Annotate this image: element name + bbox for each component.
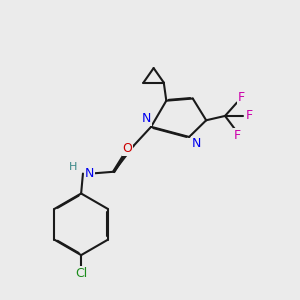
Text: F: F <box>246 109 253 122</box>
Text: F: F <box>238 91 245 103</box>
Text: Cl: Cl <box>75 268 87 281</box>
Text: O: O <box>123 142 133 155</box>
Text: F: F <box>234 129 241 142</box>
Text: N: N <box>192 137 201 150</box>
Text: N: N <box>85 167 94 180</box>
Text: H: H <box>69 162 77 172</box>
Text: N: N <box>142 112 152 125</box>
